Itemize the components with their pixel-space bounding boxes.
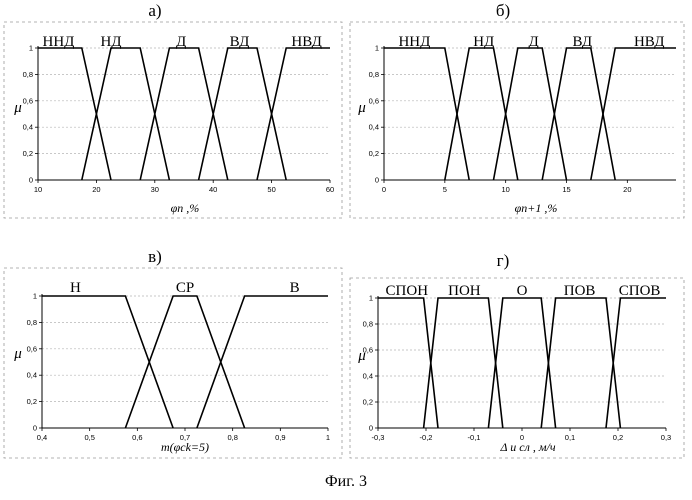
series-line-3: [140, 48, 228, 180]
panel-letter: в): [148, 247, 162, 266]
series-label: НВД: [291, 34, 322, 50]
y-tick-label: 0,6: [23, 96, 33, 105]
x-axis-label: m(φck=5): [161, 440, 209, 454]
x-tick-label: 30: [151, 185, 159, 194]
series-line-2: [125, 296, 244, 428]
series-label: НВД: [634, 34, 665, 50]
y-tick-label: 0,8: [369, 70, 379, 79]
series-label: ВД: [572, 34, 592, 50]
x-tick-label: 0,9: [275, 433, 285, 442]
x-tick-label: 20: [92, 185, 100, 194]
chart-frame: [4, 22, 342, 218]
y-tick-label: 0: [33, 424, 37, 433]
y-tick-label: 0,8: [27, 318, 37, 327]
y-tick-label: 0: [29, 176, 33, 185]
x-tick-label: 60: [326, 185, 334, 194]
panel-4: г)00,20,40,60,81-0,3-0,2-0,100,10,20,3μΔ…: [350, 251, 684, 458]
x-tick-label: 0,2: [613, 433, 623, 442]
series-label: СПОН: [386, 283, 429, 299]
series-line-1: [38, 48, 111, 180]
series-label: СР: [176, 280, 194, 296]
y-tick-label: 0,8: [363, 320, 373, 329]
y-tick-label: 1: [29, 44, 33, 53]
x-tick-label: 1: [326, 433, 330, 442]
x-tick-label: 15: [562, 185, 570, 194]
panel-2: б)00,20,40,60,8105101520μφn+1 ,%ННДНДДВД…: [350, 1, 684, 218]
x-axis-label: Δ u сл , м/ч: [499, 440, 555, 454]
x-tick-label: 20: [623, 185, 631, 194]
y-tick-label: 0,2: [363, 398, 373, 407]
y-axis-label: μ: [357, 348, 366, 364]
y-tick-label: 0,8: [23, 70, 33, 79]
series-line-5: [591, 48, 676, 180]
y-tick-label: 0,4: [27, 371, 37, 380]
x-axis-label: φn ,%: [171, 201, 200, 215]
series-label: В: [290, 280, 300, 296]
series-label: Д: [176, 34, 186, 50]
series-label: ПОН: [448, 283, 481, 299]
y-tick-label: 0,6: [27, 344, 37, 353]
y-tick-label: 0,2: [369, 149, 379, 158]
x-tick-label: -0,3: [372, 433, 385, 442]
series-label: СПОВ: [619, 283, 661, 299]
series-line-2: [82, 48, 170, 180]
y-tick-label: 0,4: [23, 123, 33, 132]
series-line-5: [257, 48, 330, 180]
x-tick-label: 0,3: [661, 433, 671, 442]
y-tick-label: 0,6: [369, 96, 379, 105]
series-label: ННД: [42, 34, 74, 50]
y-axis-label: μ: [13, 346, 22, 362]
x-tick-label: 0,6: [132, 433, 142, 442]
x-tick-label: 40: [209, 185, 217, 194]
y-tick-label: 1: [33, 292, 37, 301]
figure-caption: Фиг. 3: [0, 473, 692, 491]
x-tick-label: 0,4: [37, 433, 47, 442]
y-tick-label: 0,2: [27, 397, 37, 406]
x-tick-label: 10: [501, 185, 509, 194]
panel-letter: б): [496, 1, 510, 20]
y-tick-label: 0,2: [23, 149, 33, 158]
series-line-3: [197, 296, 328, 428]
panel-letter: а): [148, 1, 161, 20]
y-tick-label: 0: [375, 176, 379, 185]
series-line-4: [542, 48, 615, 180]
series-line-3: [488, 298, 555, 428]
series-label: ВД: [230, 34, 250, 50]
y-tick-label: 1: [369, 294, 373, 303]
series-label: Д: [529, 34, 539, 50]
x-tick-label: -0,1: [468, 433, 481, 442]
series-line-3: [494, 48, 567, 180]
x-tick-label: 5: [443, 185, 447, 194]
series-line-2: [445, 48, 518, 180]
series-label: НД: [100, 34, 121, 50]
chart-frame: [350, 278, 684, 458]
y-tick-label: 0,4: [369, 123, 379, 132]
x-tick-label: -0,2: [420, 433, 433, 442]
x-tick-label: 0,1: [565, 433, 575, 442]
y-tick-label: 0,4: [363, 372, 373, 381]
x-tick-label: 0: [382, 185, 386, 194]
y-tick-label: 1: [375, 44, 379, 53]
x-tick-label: 50: [267, 185, 275, 194]
x-axis-label: φn+1 ,%: [515, 201, 558, 215]
y-axis-label: μ: [357, 100, 366, 116]
y-tick-label: 0: [369, 424, 373, 433]
panel-letter: г): [497, 251, 510, 270]
series-label: Н: [70, 280, 81, 296]
x-tick-label: 10: [34, 185, 42, 194]
panel-1: а) 0 0,2 0,4 0,6 0,8 1 10 20 30 40 50 60 μ φn ,% ННД НД Д…: [4, 1, 342, 218]
series-line-5: [606, 298, 666, 428]
series-label: ПОВ: [564, 283, 596, 299]
x-tick-label: 0,5: [84, 433, 94, 442]
series-line-4: [199, 48, 287, 180]
series-line-1: [42, 296, 173, 428]
series-label: НД: [473, 34, 494, 50]
x-tick-label: 0,8: [227, 433, 237, 442]
series-line-1: [378, 298, 438, 428]
panel-3: в)00,20,40,60,810,40,50,60,70,80,91μm(φc…: [4, 247, 342, 458]
series-label: ННД: [398, 34, 430, 50]
y-axis-label: μ: [13, 100, 22, 116]
series-label: О: [517, 283, 528, 299]
